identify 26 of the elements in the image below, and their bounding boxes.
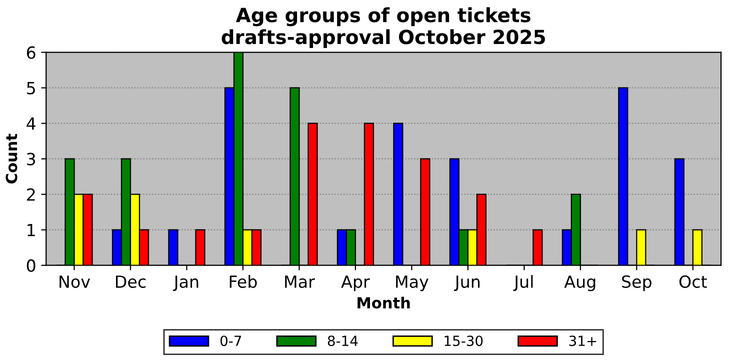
x-tick-label: Jan bbox=[173, 276, 198, 292]
y-tick-label: 4 bbox=[26, 118, 36, 130]
x-tick-label: May bbox=[396, 276, 428, 292]
chart-title: Age groups of open tickets drafts-approval October 2025 bbox=[222, 7, 545, 48]
legend-label: 31+ bbox=[569, 336, 596, 346]
legend-label: 8-14 bbox=[328, 336, 358, 346]
x-tick-label: Aug bbox=[564, 276, 596, 292]
legend-label: 0-7 bbox=[220, 336, 242, 346]
y-tick-label: 3 bbox=[27, 152, 36, 166]
y-tick-label: 2 bbox=[27, 188, 35, 201]
x-tick-label: Apr bbox=[341, 276, 370, 292]
x-tick-label: Oct bbox=[679, 275, 707, 288]
y-axis-title: Count bbox=[6, 134, 18, 184]
y-tick-label: 5 bbox=[27, 82, 35, 94]
x-tick-label: Jul bbox=[513, 275, 533, 292]
x-tick-label: Feb bbox=[230, 275, 257, 288]
x-tick-label: Dec bbox=[116, 276, 146, 288]
x-tick-label: Jun bbox=[454, 276, 480, 292]
x-axis-title: Month bbox=[358, 296, 410, 309]
x-tick-label: Sep bbox=[622, 275, 652, 292]
x-tick-label: Nov bbox=[60, 276, 90, 288]
x-tick-label: Mar bbox=[285, 276, 315, 288]
y-tick-label: 6 bbox=[26, 46, 36, 59]
legend-label: 15-30 bbox=[444, 336, 483, 346]
y-tick-label: 0 bbox=[26, 259, 36, 272]
y-tick-label: 1 bbox=[28, 224, 35, 236]
